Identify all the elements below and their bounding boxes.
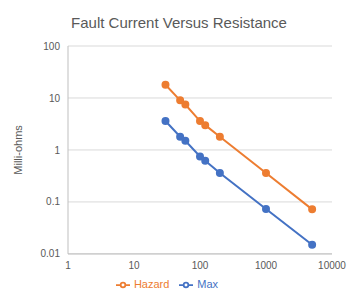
html-text:Max: Max bbox=[197, 277, 219, 290]
svg-text:100: 100 bbox=[43, 41, 60, 52]
svg-text:100: 100 bbox=[192, 260, 209, 271]
svg-text:Milli-ohms: Milli-ohms bbox=[12, 125, 24, 175]
svg-text:0.1: 0.1 bbox=[46, 196, 60, 207]
svg-text:10000: 10000 bbox=[318, 260, 346, 271]
svg-text:0.01: 0.01 bbox=[41, 248, 61, 259]
svg-text:1000: 1000 bbox=[255, 260, 278, 271]
html-text:Fault Current Versus Resistanc: Fault Current Versus Resistance bbox=[71, 14, 287, 31]
svg-text:1: 1 bbox=[65, 260, 71, 271]
html-text:Hazard: Hazard bbox=[133, 277, 170, 290]
svg-text:10: 10 bbox=[128, 260, 140, 271]
svg-text:1: 1 bbox=[54, 145, 60, 156]
svg-text:10: 10 bbox=[49, 93, 61, 104]
